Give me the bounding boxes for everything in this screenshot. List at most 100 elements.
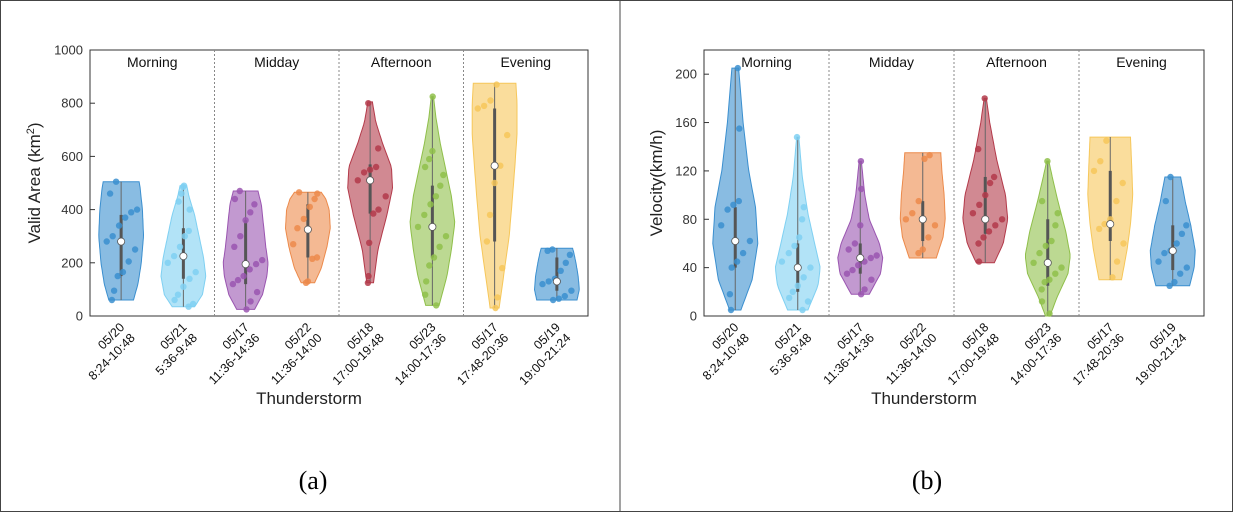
data-point (1041, 278, 1048, 286)
caption-a: (a) (299, 466, 328, 495)
data-point (170, 252, 178, 260)
data-point (727, 306, 735, 314)
data-point (915, 249, 922, 257)
median-marker (856, 253, 865, 262)
data-point (1103, 137, 1110, 144)
violin-group (712, 64, 759, 314)
data-point (186, 275, 193, 282)
data-point (724, 206, 731, 213)
data-point (800, 274, 807, 281)
data-point (491, 179, 498, 187)
violin-group (284, 189, 331, 286)
data-point (1178, 230, 1186, 237)
data-point (421, 211, 428, 219)
data-point (180, 182, 188, 189)
data-point (300, 215, 307, 223)
y-axis-label: Velocity(km/h) (647, 130, 666, 237)
data-point (499, 264, 506, 272)
data-point (243, 306, 250, 313)
data-point (1044, 158, 1051, 165)
data-point (1120, 240, 1127, 247)
data-point (557, 267, 564, 274)
data-point (174, 291, 182, 298)
data-point (429, 93, 436, 100)
data-point (986, 179, 994, 187)
median-marker (241, 260, 250, 269)
data-point (370, 210, 377, 217)
data-point (480, 102, 488, 110)
period-label: Afternoon (371, 54, 432, 70)
median-marker (1106, 220, 1115, 229)
data-point (544, 247, 551, 254)
data-point (980, 234, 987, 241)
data-point (975, 258, 983, 265)
data-point (1046, 276, 1053, 283)
data-point (115, 222, 123, 229)
data-point (354, 177, 361, 184)
data-point (180, 283, 187, 290)
data-point (845, 246, 852, 253)
violin-group (899, 152, 946, 259)
data-point (1058, 264, 1065, 271)
median-marker (428, 222, 437, 231)
data-point (429, 147, 436, 155)
data-point (109, 233, 116, 240)
data-point (234, 276, 242, 284)
y-axis-label: Valid Area (km2) (25, 122, 44, 243)
data-point (504, 131, 511, 139)
data-point (365, 100, 372, 107)
data-point (796, 234, 803, 241)
data-point (164, 259, 171, 266)
period-label: Midday (254, 54, 299, 70)
data-point (1090, 167, 1098, 175)
data-point (736, 125, 743, 132)
data-point (181, 233, 188, 240)
data-point (1173, 240, 1180, 247)
data-point (851, 240, 859, 247)
data-point (921, 155, 928, 162)
y-tick-label: 400 (61, 202, 83, 217)
data-point (1101, 220, 1108, 228)
data-point (804, 298, 812, 305)
violin-group (1087, 136, 1134, 281)
y-tick-label: 160 (675, 115, 697, 130)
data-point (122, 214, 129, 221)
data-point (247, 209, 254, 216)
y-axis-label-text: Valid Area (km (25, 134, 44, 243)
data-point (549, 246, 556, 253)
data-point (992, 222, 999, 229)
data-point (746, 237, 754, 245)
data-point (112, 178, 120, 185)
data-point (304, 278, 312, 285)
data-point (982, 191, 989, 199)
data-point (1052, 222, 1059, 229)
violin-group (222, 187, 269, 313)
data-point (778, 258, 786, 265)
data-point (730, 201, 737, 208)
data-point (231, 195, 239, 203)
data-point (493, 81, 500, 88)
data-point (246, 266, 253, 273)
data-point (253, 288, 261, 296)
x-axis-label: Thunderstorm (256, 389, 362, 408)
median-marker (1168, 246, 1177, 255)
data-point (237, 233, 244, 240)
data-point (735, 197, 742, 205)
data-point (125, 258, 132, 265)
data-point (857, 291, 865, 298)
data-point (800, 204, 807, 211)
data-point (440, 171, 447, 179)
data-point (108, 296, 116, 304)
data-point (855, 262, 862, 269)
data-point (868, 276, 875, 283)
violin-group (98, 178, 145, 304)
y-tick-label: 1000 (54, 43, 83, 58)
data-point (1036, 249, 1043, 257)
data-point (175, 198, 182, 205)
data-point (1113, 258, 1121, 265)
data-point (382, 193, 389, 200)
data-point (789, 288, 796, 295)
data-point (858, 185, 865, 193)
data-point (998, 216, 1006, 223)
